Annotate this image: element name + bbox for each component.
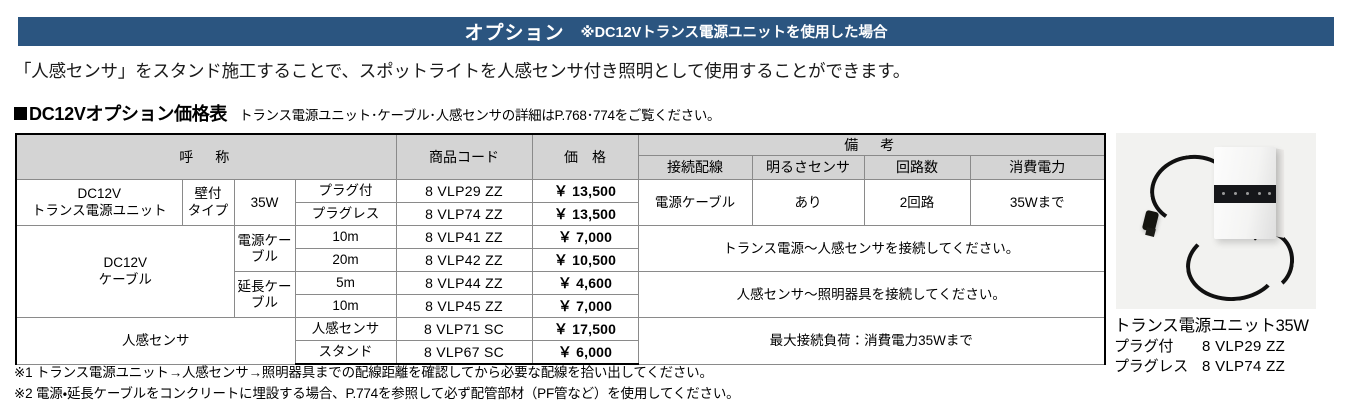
cell-price: ￥ 13,500 — [531, 202, 639, 226]
cell-price: ￥ 7,000 — [531, 225, 639, 249]
header-remark-wiring: 接続配線 — [637, 155, 753, 180]
table-row: 延長ケーブル 5m 8 VLP44 ZZ ￥ 4,600 人感センサ～照明器具を… — [16, 271, 1106, 318]
header-name: 呼 称 — [15, 133, 397, 180]
header-row-2: 接続配線 明るさセンサ 回路数 消費電力 — [16, 155, 1106, 180]
banner-title: オプション — [464, 23, 565, 44]
footnote-2: ※2 電源・延長ケーブルをコンクリートに埋設する場合、P.774を参照して必ず配… — [14, 385, 740, 401]
product-caption-row: プラグレス 8 VLP74 ZZ — [1114, 357, 1334, 377]
product-caption: トランス電源ユニット35W プラグ付 8 VLP29 ZZ プラグレス 8 VL… — [1114, 315, 1334, 377]
cell-variant: プラグ付 — [294, 179, 397, 203]
power-plug-tip-icon — [1145, 227, 1156, 237]
cell-price: ￥ 4,600 — [531, 271, 639, 295]
cell-remark-circuits: 2回路 — [863, 179, 971, 226]
cell-variant: 人感センサ — [294, 317, 397, 341]
group1-type-line1: 壁付 — [194, 185, 222, 201]
table-body: DC12V トランス電源ユニット 壁付 タイプ 35W プラグ付 8 VLP29… — [15, 179, 1106, 365]
cell-group1-name: DC12V トランス電源ユニット — [15, 179, 183, 226]
dc12v-option-price-table: 呼 称 商品コード 価 格 備 考 接続配線 明るさセンサ 回路数 消費電力 D… — [15, 133, 1106, 365]
cell-remark-brightness-sensor: あり — [751, 179, 865, 226]
cell-group1-wattage: 35W — [233, 179, 296, 226]
group1-name-line1: DC12V — [77, 185, 122, 201]
cell-code: 8 VLP45 ZZ — [395, 294, 533, 318]
cell-subgroup-note: 人感センサ～照明器具を接続してください。 — [637, 271, 1106, 318]
product-caption-row: プラグ付 8 VLP29 ZZ — [1114, 337, 1334, 357]
header-code: 商品コード — [395, 133, 533, 180]
group2-name-line1: DC12V — [103, 254, 148, 270]
cell-variant: プラグレス — [294, 202, 397, 226]
footnotes: ※1 トランス電源ユニット→人感センサ→照明器具までの配線距離を確認してから必要… — [14, 363, 740, 405]
table-row: スタンド 8 VLP67 SC ￥ 6,000 — [16, 340, 1105, 365]
panel-indicator-icon — [1246, 192, 1249, 195]
cell-variant: 20m — [294, 248, 397, 272]
section-heading: DC12Vオプション価格表 トランス電源ユニット･ケーブル･人感センサの詳細はP… — [14, 100, 721, 126]
product-caption-code: 8 VLP74 ZZ — [1202, 358, 1286, 376]
unit-control-panel — [1214, 185, 1276, 203]
table-row: DC12V ケーブル 電源ケーブル 10m 8 VLP41 ZZ ￥ 7,000… — [15, 225, 1106, 318]
cell-code: 8 VLP42 ZZ — [395, 248, 533, 272]
group1-type-line2: タイプ — [187, 202, 229, 218]
header-remarks: 備 考 — [637, 133, 1106, 156]
cell-code: 8 VLP71 SC — [395, 317, 533, 341]
cell-variant: 10m — [294, 294, 397, 318]
cell-code: 8 VLP29 ZZ — [395, 179, 533, 203]
cell-remark-wiring: 電源ケーブル — [637, 179, 753, 226]
product-caption-label: プラグ付 — [1114, 338, 1174, 356]
cell-price: ￥ 13,500 — [531, 179, 639, 203]
cell-price: ￥ 10,500 — [531, 248, 639, 272]
cell-variant: 10m — [294, 225, 397, 249]
cell-group3-note: 最大接続負荷：消費電力35Wまで — [637, 317, 1106, 365]
group1-name-line2: トランス電源ユニット — [31, 202, 167, 218]
cell-subgroup-label: 延長ケーブル — [233, 271, 296, 318]
cell-subgroup-note: トランス電源～人感センサを接続してください。 — [637, 225, 1106, 272]
banner-note: ※DC12Vトランス電源ユニットを使用した場合 — [580, 25, 888, 41]
footnote-1: ※1 トランス電源ユニット→人感センサ→照明器具までの配線距離を確認してから必要… — [14, 365, 713, 380]
table-row: DC12V トランス電源ユニット 壁付 タイプ 35W プラグ付 8 VLP29… — [15, 179, 1106, 226]
cell-code: 8 VLP67 SC — [395, 340, 533, 365]
cell-price: ￥ 7,000 — [531, 294, 639, 318]
table-row: プラグレス 8 VLP74 ZZ ￥ 13,500 — [16, 202, 1105, 226]
panel-indicator-icon — [1258, 192, 1261, 195]
panel-indicator-icon — [1268, 192, 1271, 195]
table-head: 呼 称 商品コード 価 格 備 考 接続配線 明るさセンサ 回路数 消費電力 — [15, 133, 1106, 180]
header-remark-circuits: 回路数 — [863, 155, 971, 180]
header-row-1: 呼 称 商品コード 価 格 備 考 — [15, 133, 1106, 180]
option-banner: オプション ※DC12Vトランス電源ユニットを使用した場合 — [18, 17, 1334, 46]
cell-code: 8 VLP41 ZZ — [395, 225, 533, 249]
section-heading-main: DC12Vオプション価格表 — [29, 104, 228, 124]
cell-code: 8 VLP74 ZZ — [395, 202, 533, 226]
cell-variant: スタンド — [294, 340, 397, 365]
panel-indicator-icon — [1222, 192, 1225, 195]
cell-price: ￥ 17,500 — [531, 317, 639, 341]
cell-remark-power: 35Wまで — [969, 179, 1106, 226]
product-caption-label: プラグレス — [1114, 358, 1189, 376]
product-caption-code: 8 VLP29 ZZ — [1202, 338, 1286, 356]
panel-indicator-icon — [1234, 192, 1237, 195]
section-heading-sub: トランス電源ユニット･ケーブル･人感センサの詳細はP.768･774をご覧くださ… — [239, 108, 721, 123]
cell-variant: 5m — [294, 271, 397, 295]
lead-paragraph: 「人感センサ」をスタンド施工することで、スポットライトを人感センサ付き照明として… — [14, 61, 911, 81]
cell-code: 8 VLP44 ZZ — [395, 271, 533, 295]
header-price: 価 格 — [531, 133, 639, 180]
header-remark-power: 消費電力 — [969, 155, 1106, 180]
product-figure: トランス電源ユニット35W プラグ付 8 VLP29 ZZ プラグレス 8 VL… — [1112, 133, 1334, 377]
cell-group1-type: 壁付 タイプ — [181, 179, 235, 226]
table-row: 人感センサ 人感センサ 8 VLP71 SC ￥ 17,500 最大接続負荷：消… — [15, 317, 1106, 365]
table-row: 20m 8 VLP42 ZZ ￥ 10,500 — [16, 248, 1105, 272]
square-bullet-icon — [14, 107, 27, 120]
cell-group2-name: DC12V ケーブル — [15, 225, 235, 318]
group2-name-line2: ケーブル — [98, 271, 152, 287]
transformer-unit-photo — [1116, 133, 1316, 309]
header-remark-brightness-sensor: 明るさセンサ — [751, 155, 865, 180]
cell-price: ￥ 6,000 — [531, 340, 639, 365]
cell-subgroup-label: 電源ケーブル — [233, 225, 296, 272]
product-caption-title: トランス電源ユニット35W — [1114, 317, 1309, 335]
cell-group3-name: 人感センサ — [15, 317, 296, 365]
